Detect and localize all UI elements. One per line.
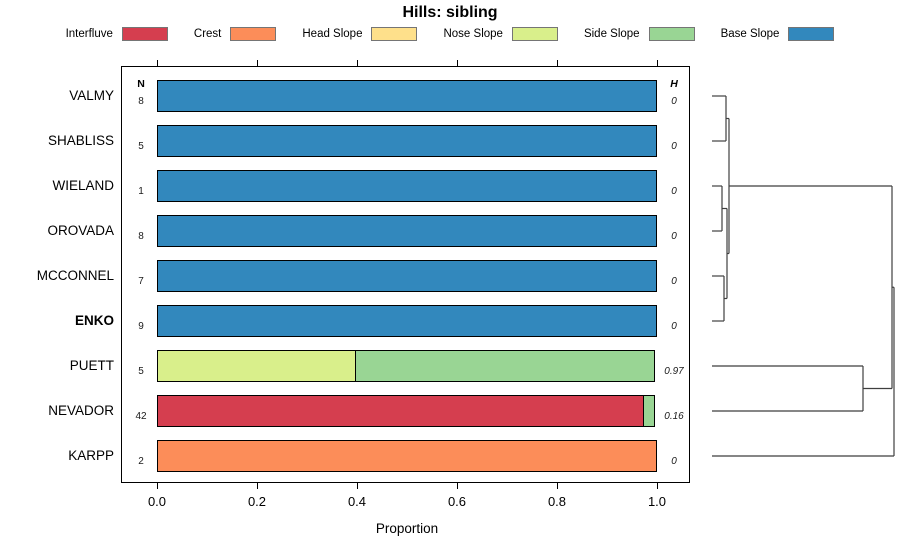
h-value: 0: [671, 141, 677, 152]
bar-segment-side-slope: [355, 350, 656, 382]
x-tick-label: 0.2: [247, 494, 267, 509]
bar-row: [157, 305, 657, 337]
n-column-header: N: [137, 78, 145, 90]
chart-title: Hills: sibling: [402, 4, 498, 21]
bar-row: [157, 80, 657, 112]
row-label-orovada: OROVADA: [47, 223, 114, 238]
row-label-mcconnel: MCCONNEL: [36, 268, 114, 283]
legend: Interfluve Crest Head Slope Nose Slope Side …: [0, 25, 900, 43]
bar-row: [157, 350, 656, 382]
h-value: 0: [671, 186, 677, 197]
legend-swatch: [230, 27, 277, 41]
bar-segment-crest: [157, 440, 657, 472]
n-value: 7: [138, 276, 144, 287]
legend-swatch: [511, 27, 558, 41]
bar-segment-base-slope: [157, 305, 657, 337]
x-tick-label: 0.8: [547, 494, 567, 509]
legend-item-label: Crest: [193, 28, 222, 40]
h-value: 0: [671, 276, 677, 287]
n-value: 42: [135, 411, 147, 422]
n-value: 8: [138, 231, 144, 242]
bar-segment-base-slope: [157, 80, 657, 112]
h-value: 0.16: [664, 411, 684, 422]
bar-row: [157, 215, 657, 247]
row-label-enko: ENKO: [74, 313, 114, 328]
n-value: 5: [138, 141, 144, 152]
bar-row: [157, 440, 657, 472]
legend-item-label: Side Slope: [583, 28, 640, 40]
legend-item-label: Nose Slope: [443, 28, 503, 40]
bar-row: [157, 395, 656, 427]
x-tick-bottom: [157, 483, 159, 489]
x-tick-top: [657, 60, 659, 66]
legend-swatch: [371, 27, 418, 41]
x-tick-top: [457, 60, 459, 66]
row-label-shabliss: SHABLISS: [47, 133, 114, 148]
n-value: 2: [138, 456, 144, 467]
bar-row: [157, 260, 657, 292]
n-value: 8: [138, 96, 144, 107]
n-value: 9: [138, 321, 144, 332]
h-value: 0: [671, 321, 677, 332]
legend-item: Nose Slope: [443, 27, 558, 41]
x-tick-bottom: [457, 483, 459, 489]
h-value: 0: [671, 456, 677, 467]
h-value: 0.97: [664, 366, 684, 377]
h-column-header: H: [670, 78, 678, 90]
legend-item: Crest: [193, 27, 277, 41]
x-tick-top: [257, 60, 259, 66]
legend-item: Side Slope: [584, 27, 695, 41]
x-tick-label: 1.0: [647, 494, 667, 509]
x-tick-top: [157, 60, 159, 66]
legend-item-label: Base Slope: [720, 28, 780, 40]
legend-swatch: [648, 27, 695, 41]
legend-item: Base Slope: [721, 27, 835, 41]
row-label-karpp: KARPP: [68, 448, 114, 463]
legend-item-label: Interfluve: [65, 28, 113, 40]
bar-segment-base-slope: [157, 260, 657, 292]
bar-segment-nose-slope: [157, 350, 357, 382]
n-value: 5: [138, 366, 144, 377]
bar-segment-base-slope: [157, 215, 657, 247]
bar-segment-base-slope: [157, 125, 657, 157]
x-tick-bottom: [357, 483, 359, 489]
bar-row: [157, 170, 657, 202]
x-tick-bottom: [257, 483, 259, 489]
n-value: 1: [138, 186, 144, 197]
legend-swatch: [788, 27, 835, 41]
bar-row: [157, 125, 657, 157]
bar-segment-side-slope: [643, 395, 656, 427]
legend-item: Interfluve: [66, 27, 168, 41]
x-tick-label: 0.4: [347, 494, 367, 509]
x-tick-label: 0.0: [147, 494, 167, 509]
x-tick-label: 0.6: [447, 494, 467, 509]
row-label-nevador: NEVADOR: [48, 403, 114, 418]
h-value: 0: [671, 231, 677, 242]
bar-segment-base-slope: [157, 170, 657, 202]
x-tick-bottom: [557, 483, 559, 489]
x-tick-top: [357, 60, 359, 66]
x-tick-bottom: [657, 483, 659, 489]
legend-swatch: [121, 27, 168, 41]
row-label-valmy: VALMY: [69, 88, 114, 103]
legend-item-label: Head Slope: [302, 28, 363, 40]
h-value: 0: [671, 96, 677, 107]
row-label-puett: PUETT: [69, 358, 114, 373]
x-axis-title: Proportion: [375, 521, 439, 536]
x-tick-top: [557, 60, 559, 66]
bar-segment-interfluve: [157, 395, 645, 427]
legend-item: Head Slope: [302, 27, 418, 41]
row-label-wieland: WIELAND: [52, 178, 114, 193]
